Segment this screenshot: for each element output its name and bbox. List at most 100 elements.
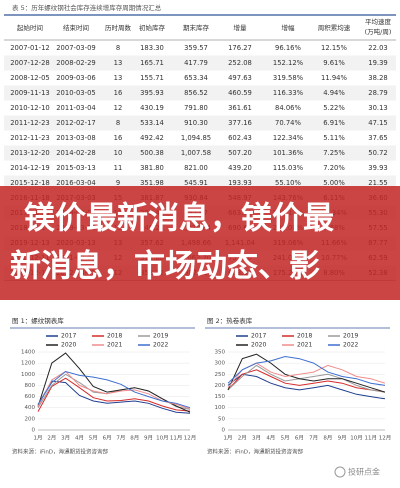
table-cell: 791.80 (184, 104, 208, 112)
y-tick-label: 1200 (21, 361, 35, 367)
table-cell: 8 (116, 44, 120, 52)
x-tick-label: 9月 (144, 435, 153, 442)
line-series (37, 380, 191, 414)
table-cell: 37.65 (368, 134, 387, 142)
x-tick-label: 4月 (266, 435, 275, 442)
table-cell: 361.61 (228, 104, 252, 112)
chart-title: 图 2：热卷表库 (207, 316, 253, 325)
table-cell: 821.00 (184, 164, 208, 172)
table-cell: 533.14 (140, 119, 164, 127)
table-cell: 1,094.85 (181, 134, 211, 142)
x-tick-label: 7月 (116, 435, 125, 442)
x-tick-label: 6月 (295, 435, 304, 442)
table-cell: 183.30 (140, 44, 164, 52)
line-series (37, 370, 191, 409)
table-cell: 460.59 (228, 89, 252, 97)
line-series (227, 364, 386, 393)
x-tick-label: 10月 (350, 435, 363, 442)
table-cell: 10 (114, 149, 123, 157)
table-cell: 2014-12-19 (10, 164, 50, 172)
legend-label: 2017 (61, 333, 76, 340)
x-tick-label: 10月 (156, 435, 169, 442)
y-tick-label: 400 (25, 405, 36, 411)
table-header: 周积累均速 (318, 23, 351, 32)
y-tick-label: 350 (215, 350, 226, 356)
x-tick-label: 4月 (75, 435, 84, 442)
watermark: 投研点金 (348, 467, 380, 477)
y-tick-label: 250 (215, 372, 226, 378)
legend-label: 2018 (297, 333, 312, 340)
y-tick-label: 1000 (21, 372, 35, 378)
table-cell: 602.43 (228, 134, 252, 142)
table-header: 平均速度 (365, 17, 392, 26)
table-cell: 155.71 (140, 74, 164, 82)
table-cell: 12 (114, 104, 123, 112)
table-cell: 359.57 (184, 44, 208, 52)
table-header: 历时周数 (105, 23, 132, 32)
x-tick-label: 6月 (103, 435, 112, 442)
table-cell: 70.74% (275, 119, 301, 127)
table-cell: 11.94% (321, 74, 347, 82)
line-series (227, 373, 386, 400)
legend-label: 2017 (251, 333, 266, 340)
legend-label: 2019 (153, 333, 168, 340)
table-cell: 2011-03-04 (56, 104, 96, 112)
table-cell: 2009-11-13 (10, 89, 50, 97)
table-cell: 5.00% (323, 179, 345, 187)
table-cell: 417.79 (184, 59, 208, 67)
table-header: 初始库存 (139, 23, 166, 32)
y-tick-label: 200 (25, 416, 36, 422)
table-cell: 16 (114, 89, 123, 97)
table-cell: 507.20 (228, 149, 252, 157)
x-tick-label: 8月 (323, 435, 332, 442)
table-cell: 252.08 (228, 59, 252, 67)
table-cell: 497.63 (228, 74, 252, 82)
legend-label: 2020 (251, 342, 266, 349)
table-cell: 39.93 (368, 164, 387, 172)
x-tick-label: 9月 (338, 435, 347, 442)
chart-title: 图 1：螺纹钢表库 (12, 316, 64, 325)
x-tick-label: 1月 (224, 435, 233, 442)
table-cell: 116.33% (273, 89, 304, 97)
table-cell: 21.55 (368, 179, 387, 187)
banner-text: 新消息，市场动态、影 (10, 249, 320, 285)
x-tick-label: 2月 (47, 435, 56, 442)
table-cell: 2012-02-17 (56, 119, 96, 127)
table-cell: 122.34% (273, 134, 304, 142)
line-series (227, 369, 386, 393)
table-cell: 7.20% (323, 164, 345, 172)
table-cell: 4.94% (323, 89, 345, 97)
table-cell: 492.42 (140, 134, 164, 142)
table-cell: 430.19 (140, 104, 164, 112)
y-tick-label: 300 (215, 361, 226, 367)
table-cell: 910.30 (184, 119, 208, 127)
table-cell: 381.80 (140, 164, 164, 172)
table-cell: 30.13 (368, 104, 387, 112)
x-tick-label: 3月 (61, 435, 70, 442)
table-cell: 193.93 (228, 179, 252, 187)
table-cell: 55.10% (275, 179, 301, 187)
table-cell: 13 (114, 74, 123, 82)
table-cell: 84.06% (275, 104, 301, 112)
table-cell: 2008-02-29 (56, 59, 96, 67)
table-cell: 2015-03-13 (56, 164, 96, 172)
legend-label: 2020 (61, 342, 76, 349)
table-cell: 12.15% (321, 44, 347, 52)
table-header: 结束时间 (63, 23, 89, 32)
x-tick-label: 12月 (184, 435, 197, 442)
table-cell: 1,007.58 (181, 149, 211, 157)
table-cell: 6.91% (323, 119, 345, 127)
row-stripe (4, 115, 396, 131)
table-cell: 439.20 (228, 164, 252, 172)
table-cell: 22.03 (368, 44, 387, 52)
x-tick-label: 11月 (364, 435, 377, 442)
table-cell: 176.27 (228, 44, 252, 52)
x-tick-label: 2月 (238, 435, 247, 442)
table-cell: 152.12% (273, 59, 304, 67)
row-stripe (4, 55, 396, 71)
row-stripe (4, 145, 396, 161)
x-tick-label: 1月 (34, 435, 43, 442)
line-series (37, 377, 191, 412)
table-cell: 9 (116, 179, 120, 187)
